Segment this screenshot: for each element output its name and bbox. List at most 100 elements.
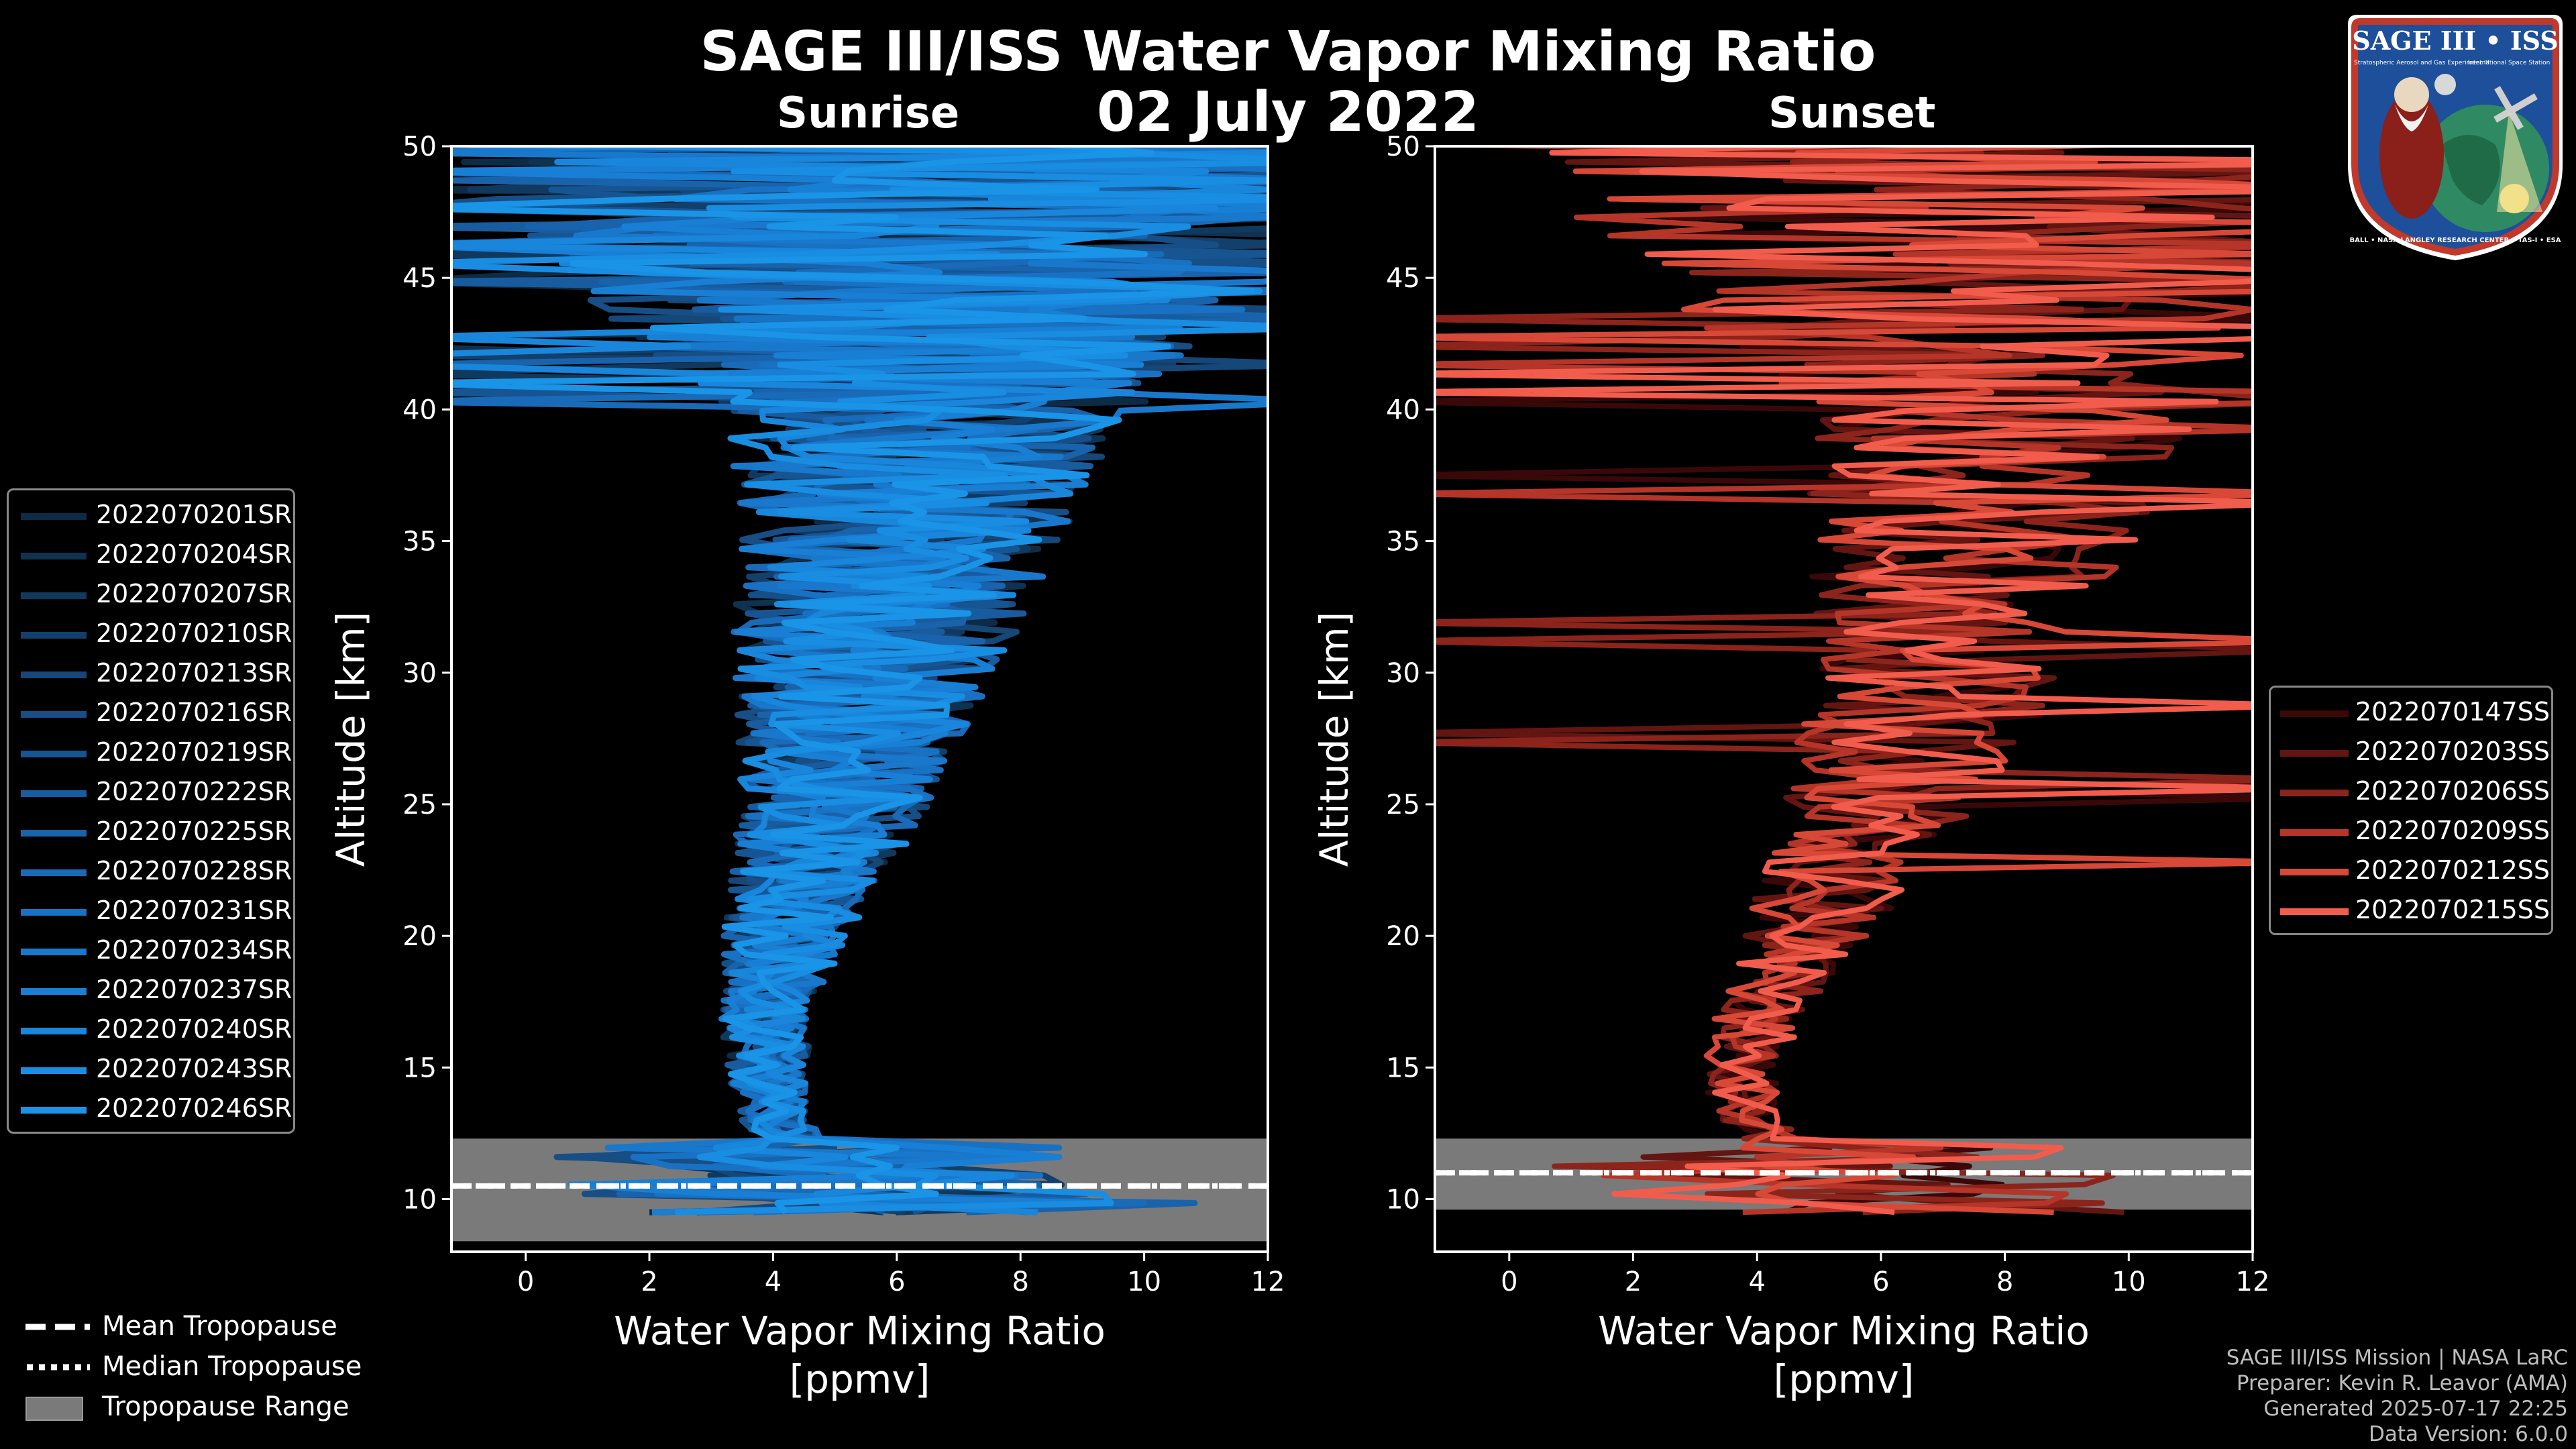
y-tick-label: 25 [1386,790,1420,820]
legend-label: 2022070210SR [96,619,292,648]
y-tick-label: 10 [402,1185,437,1216]
legend-label: Median Tropopause [102,1351,362,1382]
profiles-sunrise [451,146,1268,1216]
legend-swatch [21,869,87,876]
legend-tropopause-range: Tropopause Range [20,1389,396,1429]
legend-swatch [2280,750,2349,757]
x-tick-label: 8 [1996,1267,2013,1297]
y-tick-label: 15 [402,1053,437,1083]
legend-label: 2022070212SS [2355,855,2551,885]
sunset-panel-title: Sunset [1768,89,1936,138]
legend-swatch [21,1067,87,1074]
sunrise-legend-item: 2022070219SR [9,733,293,773]
sunrise-legend-item: 2022070204SR [9,535,293,575]
y-tick-label: 15 [1386,1053,1420,1083]
y-tick-label: 40 [1386,394,1420,425]
legend-label: 2022070240SR [96,1014,292,1044]
sunrise-legend-item: 2022070225SR [9,812,293,852]
legend-label: 2022070228SR [96,856,292,885]
legend-swatch [21,632,87,639]
sunset-legend-item: 2022070147SS [2271,693,2551,733]
legend-mean-tropopause: Mean Tropopause [20,1308,396,1348]
legend-label: 2022070234SR [96,935,292,965]
y-tick-label: 30 [402,658,437,689]
x-tick-label: 4 [765,1267,782,1297]
x-tick-label: 4 [1748,1267,1765,1297]
x-tick-label: 12 [1251,1267,1285,1297]
sunrise-legend-item: 2022070243SR [9,1050,293,1089]
legend-swatch [2280,908,2349,915]
sage-iii-iss-logo: SAGE III • ISS Stratospheric Aerosol and… [2348,15,2563,260]
sunrise-legend-item: 2022070201SR [9,496,293,535]
legend-swatch [21,988,87,995]
sunrise-legend-item: 2022070228SR [9,852,293,892]
legend-swatch [21,672,87,678]
credit-version: Data Version: 6.0.0 [2368,1422,2568,1446]
sunrise-legend-item: 2022070222SR [9,773,293,812]
x-axis-label: [ppmv] [790,1356,930,1402]
logo-subtitle2: International Space Station [2468,60,2551,66]
legend-swatch [21,1028,87,1034]
legend-swatch [21,909,87,916]
y-tick-label: 45 [1386,263,1420,294]
legend-swatch [21,711,87,718]
sunrise-legend: 2022070201SR 2022070204SR 2022070207SR 2022… [7,488,295,1134]
legend-swatch [2280,869,2349,875]
legend-label: 2022070231SR [96,896,292,925]
legend-swatch [2280,710,2349,717]
x-axis-label: Water Vapor Mixing Ratio [1598,1308,2090,1354]
legend-label: 2022070215SS [2355,895,2551,924]
legend-swatch [21,513,87,520]
profile-line-2022070215SS [1435,146,2253,1216]
sunrise-legend-item: 2022070237SR [9,971,293,1010]
logo-title: SAGE III • ISS [2352,25,2558,56]
legend-label: 2022070243SR [96,1054,292,1083]
sunrise-legend-item: 2022070216SR [9,694,293,733]
legend-label: 2022070207SR [96,579,292,608]
y-axis-label: Altitude [km] [1311,612,1357,867]
y-axis-label: Altitude [km] [328,612,374,867]
legend-label: Tropopause Range [102,1391,350,1422]
plot-frame [1434,145,2254,1253]
legend-swatch [21,949,87,955]
sunrise-panel-title: Sunrise [777,89,960,138]
legend-label: 2022070203SS [2355,737,2551,766]
tropopause-legend: Mean Tropopause Median Tropopause Tropop… [20,1308,396,1429]
x-tick-label: 8 [1012,1267,1028,1297]
legend-label: 2022070201SR [96,500,292,529]
x-tick-label: 0 [517,1267,534,1297]
legend-median-tropopause: Median Tropopause [20,1348,396,1389]
profile-line-2022070243SR [451,146,1268,1216]
credit-generated: Generated 2025-07-17 22:25 [2263,1397,2568,1421]
y-tick-label: 35 [402,527,437,557]
sunset-legend-item: 2022070206SS [2271,772,2551,812]
y-tick-label: 35 [1386,527,1420,557]
legend-swatch [21,553,87,559]
legend-label: 2022070237SR [96,975,292,1004]
y-tick-label: 30 [1386,658,1420,689]
legend-swatch [2280,829,2349,836]
legend-label: 2022070216SR [96,698,292,727]
sunrise-legend-item: 2022070246SR [9,1089,293,1129]
credits: SAGE III/ISS Mission | NASA LaRC Prepare… [2226,1345,2568,1447]
profiles-sunset [1435,146,2253,1216]
legend-label: 2022070219SR [96,737,292,767]
y-tick-label: 20 [402,921,437,952]
sunset-legend-item: 2022070215SS [2271,891,2551,930]
sunrise-legend-item: 2022070234SR [9,931,293,971]
legend-swatch [21,1107,87,1114]
credit-mission: SAGE III/ISS Mission | NASA LaRC [2226,1346,2568,1370]
legend-swatch [21,790,87,797]
sunrise-legend-item: 2022070207SR [9,575,293,614]
plot-sunrise: 0 2 4 6 8 10 12 10 15 20 25 30 35 40 45 50 Water Vapor M… [328,131,1285,1402]
y-tick-label: 10 [1386,1185,1420,1216]
legend-swatch [2280,790,2349,796]
legend-label: 2022070209SS [2355,816,2551,845]
sunset-legend-item: 2022070209SS [2271,812,2551,851]
sunset-legend-item: 2022070203SS [2271,733,2551,772]
x-tick-label: 6 [1872,1267,1889,1297]
x-tick-label: 10 [1127,1267,1161,1297]
y-tick-label: 50 [402,131,437,162]
legend-swatch [21,830,87,837]
